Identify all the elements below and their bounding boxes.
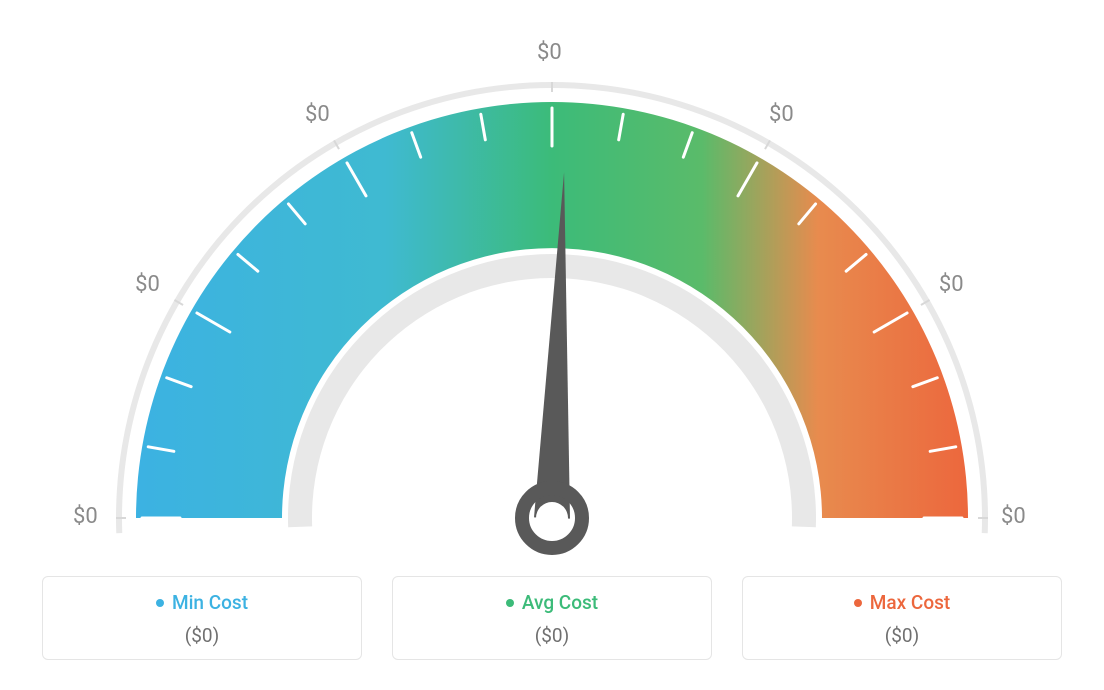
legend-value: ($0) [403, 624, 701, 647]
dot-icon [156, 599, 164, 607]
cost-gauge: $0 $0 $0 $0 $0 $0 $0 [52, 20, 1052, 560]
legend-max: Max Cost ($0) [742, 576, 1062, 660]
legend-min: Min Cost ($0) [42, 576, 362, 660]
legend-label: Min Cost [172, 591, 248, 614]
legend-value: ($0) [753, 624, 1051, 647]
gauge-scale-label: $0 [939, 272, 964, 297]
dot-icon [854, 599, 862, 607]
gauge-scale-label: $0 [305, 102, 330, 127]
gauge-scale-label: $0 [1001, 504, 1026, 529]
gauge-scale-label: $0 [73, 504, 98, 529]
legend-label: Max Cost [870, 591, 950, 614]
legend-label: Avg Cost [522, 591, 598, 614]
gauge-scale-label: $0 [769, 102, 794, 127]
gauge-svg [52, 20, 1052, 560]
dot-icon [506, 599, 514, 607]
gauge-scale-label: $0 [135, 272, 160, 297]
gauge-scale-label: $0 [537, 40, 562, 65]
legend-avg: Avg Cost ($0) [392, 576, 712, 660]
legend-row: Min Cost ($0) Avg Cost ($0) Max Cost ($0… [0, 576, 1104, 660]
legend-value: ($0) [53, 624, 351, 647]
